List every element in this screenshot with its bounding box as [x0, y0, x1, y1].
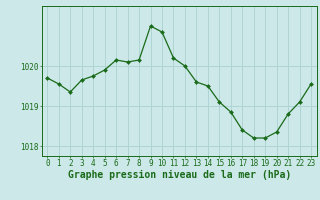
- X-axis label: Graphe pression niveau de la mer (hPa): Graphe pression niveau de la mer (hPa): [68, 170, 291, 180]
